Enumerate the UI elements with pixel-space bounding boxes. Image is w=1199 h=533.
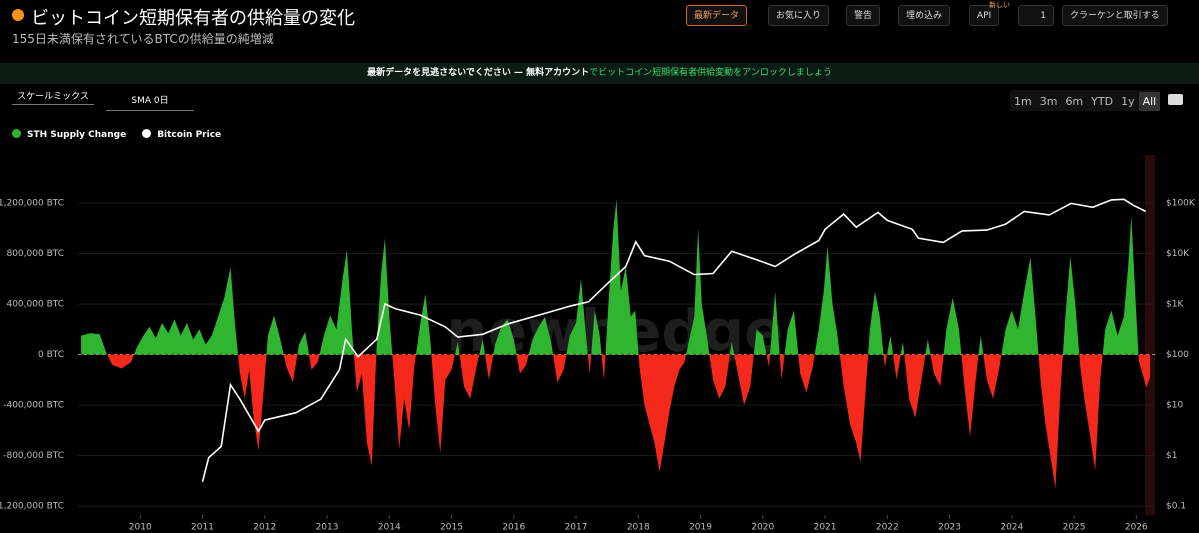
btc-icon <box>12 9 24 21</box>
legend-label: Bitcoin Price <box>157 130 222 140</box>
recent-shade <box>1145 155 1155 515</box>
y-tick-label: 1,200,000 BTC <box>0 199 64 209</box>
y2-tick-label: $10K <box>1166 249 1190 259</box>
x-tick-label: 2012 <box>253 523 276 533</box>
x-tick-label: 2024 <box>1000 523 1023 533</box>
x-tick-label: 2019 <box>689 523 712 533</box>
y-tick-label: 800,000 BTC <box>6 249 64 259</box>
y2-tick-label: $0.1 <box>1166 501 1186 511</box>
x-tick-label: 2013 <box>316 523 339 533</box>
alert-button[interactable]: 警告 <box>846 5 881 26</box>
trade-button[interactable]: クラーケンと取引する <box>1062 5 1168 26</box>
x-tick-label: 2021 <box>814 523 837 533</box>
y-tick-label: -1,200,000 BTC <box>0 502 64 512</box>
price-line <box>201 198 1147 482</box>
legend-item[interactable]: Bitcoin Price <box>142 129 222 140</box>
x-tick-label: 2025 <box>1063 523 1086 533</box>
favorite-button[interactable]: お気に入り <box>768 5 830 26</box>
range-button[interactable]: YTD <box>1091 95 1114 108</box>
x-tick-label: 2010 <box>129 523 152 533</box>
legend-item[interactable]: STH Supply Change <box>12 129 127 140</box>
legend-dot <box>12 129 21 138</box>
y2-tick-label: $1 <box>1166 451 1177 461</box>
y-tick-label: -800,000 BTC <box>3 451 64 461</box>
banner-link[interactable]: でビットコイン短期保有者供給変動をアンロックしましょう <box>589 68 832 78</box>
y-tick-label: 0 BTC <box>38 350 64 360</box>
api-button[interactable]: API <box>969 5 1000 26</box>
sma-select[interactable]: SMA 0日 <box>106 93 194 111</box>
x-tick-label: 2016 <box>502 523 525 533</box>
y-tick-label: -400,000 BTC <box>3 401 64 411</box>
y2-tick-label: $1K <box>1166 299 1184 309</box>
banner: 最新データを見逃さないでください — 無料アカウントでビットコイン短期保有者供給… <box>0 63 1199 84</box>
x-tick-label: 2020 <box>751 523 774 533</box>
y2-tick-label: $100K <box>1166 198 1196 208</box>
range-button[interactable]: 3m <box>1039 95 1058 108</box>
x-tick-label: 2023 <box>938 523 961 533</box>
y2-tick-label: $100 <box>1166 350 1189 360</box>
banner-lead: 最新データを見逃さないでください — 無料アカウント <box>367 68 590 78</box>
range-selector: 1m 3m 6m YTD 1y All <box>1010 90 1161 111</box>
api-badge: 新しい <box>989 1 1010 9</box>
x-tick-label: 2015 <box>440 523 463 533</box>
scale-select[interactable]: スケールミックス <box>12 89 94 105</box>
x-tick-label: 2026 <box>1125 523 1148 533</box>
x-tick-label: 2018 <box>627 523 650 533</box>
embed-button[interactable]: 埋め込み <box>898 5 951 26</box>
supply-area <box>81 199 1151 489</box>
x-tick-label: 2022 <box>876 523 899 533</box>
range-button[interactable]: 1y <box>1121 95 1135 108</box>
legend-label: STH Supply Change <box>27 130 127 140</box>
x-tick-label: 2011 <box>191 523 214 533</box>
legend: STH Supply Change Bitcoin Price <box>12 129 237 140</box>
x-tick-label: 2014 <box>378 523 401 533</box>
range-button[interactable]: All <box>1138 92 1161 111</box>
x-tick-label: 2017 <box>565 523 588 533</box>
range-button[interactable]: 6m <box>1065 95 1084 108</box>
y-tick-label: 400,000 BTC <box>6 300 64 310</box>
y2-tick-label: $10 <box>1166 400 1183 410</box>
title: ビットコイン短期保有者の供給量の変化 <box>31 8 355 29</box>
camera-icon[interactable] <box>1168 94 1183 105</box>
watch-button[interactable]: 1 <box>1018 5 1054 26</box>
latest-button[interactable]: 最新データ <box>686 5 748 26</box>
subtitle: 155日未満保有されているBTCの供給量の純増減 <box>12 32 274 46</box>
range-button[interactable]: 1m <box>1014 95 1032 108</box>
legend-dot <box>142 129 152 138</box>
